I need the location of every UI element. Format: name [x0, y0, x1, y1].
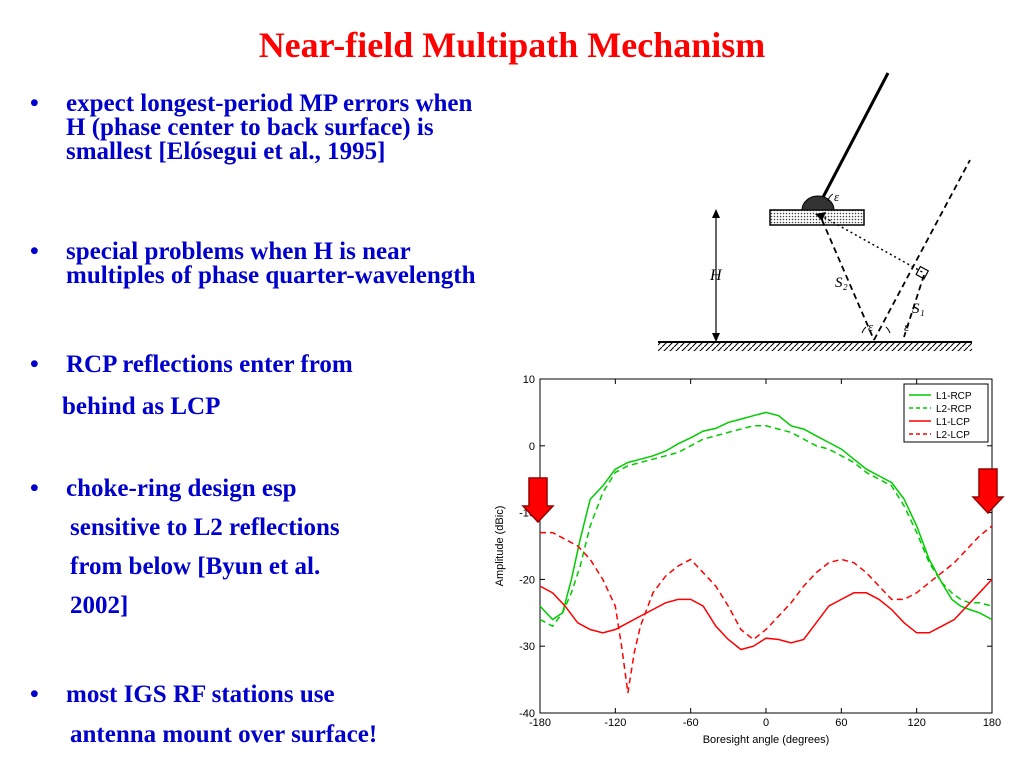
direct-signal-ray — [818, 72, 890, 204]
bullet-line: antenna mount over surface! — [70, 721, 378, 748]
series-line — [539, 578, 993, 651]
antenna-element — [801, 195, 835, 211]
left-edge-arrow — [521, 477, 555, 524]
series-line — [539, 411, 993, 621]
antenna-ground-plane — [769, 209, 865, 226]
x-tick-label: -180 — [529, 717, 551, 729]
y-tick-label: -20 — [519, 574, 535, 586]
bullet-line: RCP reflections enter from — [66, 351, 353, 378]
bullet-marker: • — [30, 681, 39, 708]
legend-label: L1-LCP — [936, 417, 970, 428]
y-tick-label: -40 — [519, 708, 535, 720]
ground-hatching — [658, 343, 972, 351]
y-axis-label: Amplitude (dBic) — [494, 506, 506, 587]
legend-label: L1-RCP — [936, 391, 972, 402]
x-tick-label: -120 — [604, 717, 626, 729]
slide-title: Near-field Multipath Mechanism — [258, 25, 766, 65]
bullet-marker: • — [30, 475, 39, 502]
label-s1: S₁ — [912, 301, 925, 317]
bullet-line: smallest [Elósegui et al., 1995] — [66, 138, 386, 165]
svg-text:ε: ε — [834, 189, 840, 204]
y-tick-label: 0 — [529, 441, 535, 453]
bullet-marker: • — [30, 238, 39, 265]
y-tick-label: 10 — [523, 374, 535, 386]
bullet-marker: • — [30, 351, 39, 378]
bullet-line: choke-ring design esp — [66, 475, 297, 502]
svg-text:ε: ε — [868, 319, 874, 334]
multipath-geometry-diagram: H ε S₂ S₁ ε ε — [658, 72, 972, 351]
bullet-line: behind as LCP — [62, 393, 221, 420]
svg-text:ε: ε — [904, 319, 910, 334]
legend-box — [903, 383, 989, 443]
y-tick-label: -30 — [519, 641, 535, 653]
bullet-line: from below [Byun et al. — [70, 553, 321, 580]
x-tick-label: 0 — [763, 717, 769, 729]
bullet-marker: • — [30, 90, 39, 117]
bullet-line: sensitive to L2 reflections — [70, 514, 340, 541]
ray-s1-reflected — [873, 159, 971, 341]
bullet-line: 2002] — [70, 592, 129, 619]
right-edge-arrow — [971, 468, 1005, 515]
legend-label: L2-LCP — [936, 430, 970, 441]
bullet-line: most IGS RF stations use — [66, 681, 335, 708]
bullet-line: special problems when H is near — [66, 238, 411, 265]
x-tick-label: 180 — [983, 717, 1001, 729]
ray-s2 — [821, 219, 875, 341]
label-s2: S₂ — [835, 275, 848, 291]
antenna-pattern-chart: -180 -120 -60 0 60 120 180 10 0 -10 -20 -30 -40 Bores… — [494, 374, 1005, 746]
legend-label: L2-RCP — [936, 404, 972, 415]
y-tick-label: -10 — [519, 508, 535, 520]
x-axis-label: Boresight angle (degrees) — [703, 734, 830, 746]
bullet-line: expect longest-period MP errors when — [66, 90, 473, 117]
series-line — [539, 425, 993, 628]
x-tick-label: 120 — [907, 717, 925, 729]
x-tick-label: 60 — [835, 717, 847, 729]
ray-s1 — [903, 274, 925, 338]
height-label: H — [709, 267, 723, 284]
bullet-line: H (phase center to back surface) is — [66, 114, 434, 141]
bullet-line: multiples of phase quarter-wavelength — [66, 262, 476, 289]
x-tick-label: -60 — [683, 717, 699, 729]
